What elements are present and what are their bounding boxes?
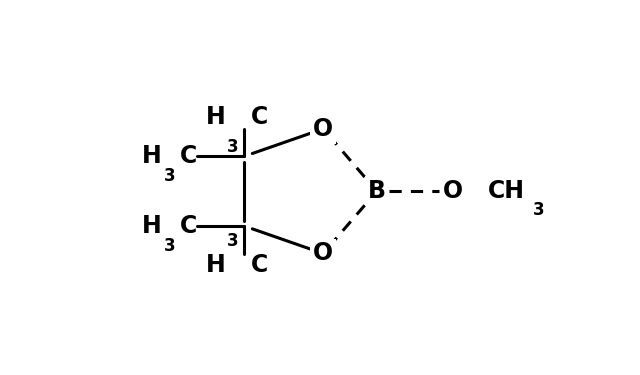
Text: O: O bbox=[313, 117, 333, 141]
Text: 3: 3 bbox=[227, 138, 239, 156]
Text: 3: 3 bbox=[533, 201, 545, 219]
Text: O: O bbox=[443, 179, 463, 203]
Text: C: C bbox=[250, 254, 268, 278]
Text: 3: 3 bbox=[227, 232, 239, 250]
Text: O: O bbox=[313, 242, 333, 266]
Text: C: C bbox=[250, 105, 268, 129]
Text: H: H bbox=[205, 254, 225, 278]
Text: H: H bbox=[142, 214, 162, 238]
Text: 3: 3 bbox=[164, 167, 175, 185]
Text: CH: CH bbox=[488, 179, 524, 203]
Text: 3: 3 bbox=[164, 237, 175, 255]
Text: B: B bbox=[368, 179, 386, 203]
Text: C: C bbox=[180, 144, 197, 168]
Text: H: H bbox=[142, 144, 162, 168]
Text: C: C bbox=[180, 214, 197, 238]
Text: H: H bbox=[205, 105, 225, 129]
